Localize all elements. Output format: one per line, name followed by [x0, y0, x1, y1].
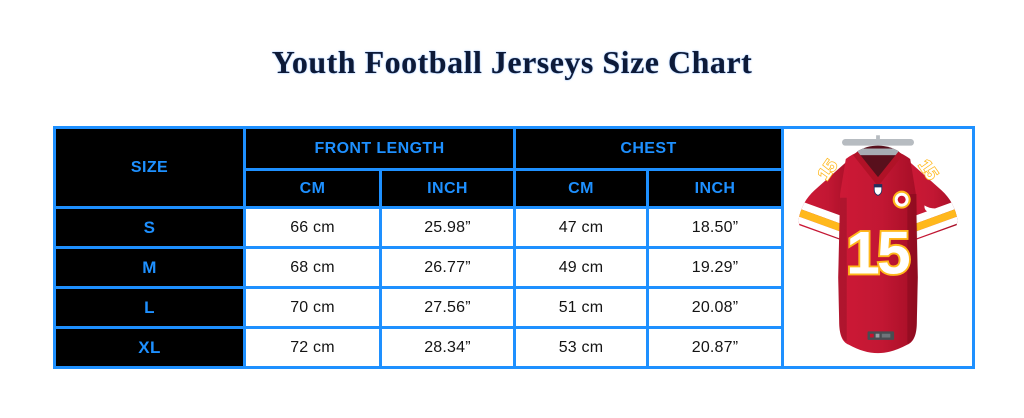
size-cell: M: [53, 246, 246, 289]
header-cm-front: CM: [243, 168, 382, 209]
value-cell: 47 cm: [513, 206, 649, 249]
value-cell: 28.34”: [379, 326, 516, 369]
size-cell: L: [53, 286, 246, 329]
header-inch-chest: INCH: [645, 168, 785, 209]
value-cell: 27.56”: [379, 286, 516, 329]
value-cell: 68 cm: [243, 246, 382, 289]
header-size: SIZE: [53, 126, 246, 209]
header-front-length: FRONT LENGTH: [243, 126, 516, 171]
hanger-bar-icon: [842, 134, 915, 146]
nfl-shield-icon: [873, 183, 883, 196]
table-row-xl: XL 72 cm 28.34” 53 cm 20.87”: [53, 326, 974, 369]
table-row-s: S 66 cm 25.98” 47 cm 18.50”: [53, 206, 974, 249]
value-cell: 70 cm: [243, 286, 382, 329]
jersey-number-chest: 15: [846, 218, 910, 286]
hanger-through-neck: [857, 148, 899, 155]
collar-trim: [853, 150, 903, 185]
header-inch-front: INCH: [379, 168, 516, 209]
value-cell: 18.50”: [645, 206, 785, 249]
size-cell: XL: [53, 326, 246, 369]
value-cell: 51 cm: [513, 286, 649, 329]
value-cell: 53 cm: [513, 326, 649, 369]
nike-swoosh-icon: [924, 204, 948, 213]
jersey-illustration: 15 15 15: [798, 134, 958, 353]
jersey-image-cell: 15 15 15: [781, 126, 976, 369]
header-chest: CHEST: [512, 126, 785, 171]
size-chart-table: SIZE FRONT LENGTH CHEST: [53, 126, 976, 369]
header-cm-chest: CM: [513, 168, 649, 209]
table-row-l: L 70 cm 27.56” 51 cm 20.08”: [53, 286, 974, 329]
value-cell: 49 cm: [513, 246, 649, 289]
value-cell: 25.98”: [379, 206, 516, 249]
size-cell: S: [53, 206, 246, 249]
jock-tag: [867, 330, 895, 340]
value-cell: 26.77”: [379, 246, 516, 289]
page-title: Youth Football Jerseys Size Chart: [271, 44, 753, 80]
team-patch-icon: [892, 190, 911, 209]
table-row-m: M 68 cm 26.77” 49 cm 19.29”: [53, 246, 974, 289]
value-cell: 20.87”: [645, 326, 785, 369]
value-cell: 72 cm: [243, 326, 382, 369]
value-cell: 66 cm: [243, 206, 382, 249]
jersey-side-mesh: [838, 197, 847, 341]
jersey-image: 15 15 15: [784, 129, 972, 366]
value-cell: 19.29”: [645, 246, 785, 289]
value-cell: 20.08”: [645, 286, 785, 329]
jersey-side-shadow: [907, 193, 918, 344]
